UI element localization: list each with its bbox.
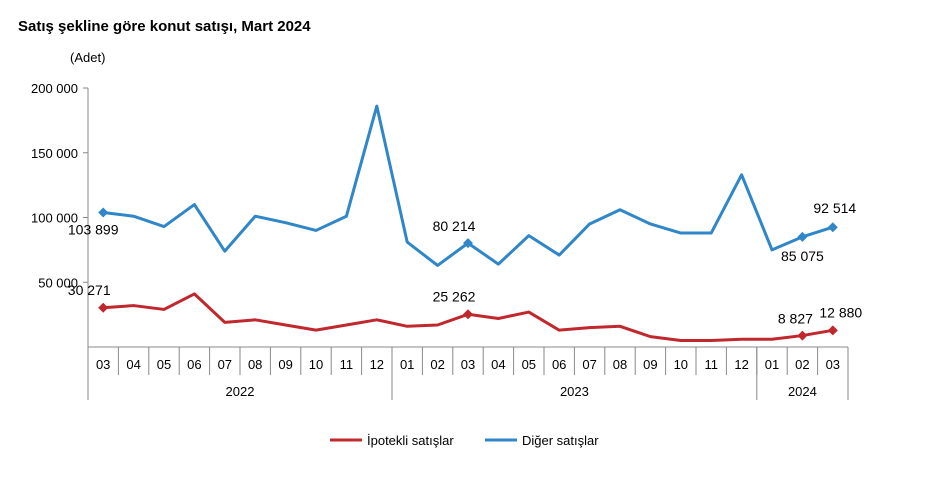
data-point	[463, 309, 473, 320]
data-label: 8 827	[778, 311, 813, 327]
x-tick-label: 02	[795, 357, 809, 372]
year-label: 2023	[560, 384, 589, 399]
x-tick-label: 01	[765, 357, 779, 372]
x-tick-label: 11	[704, 357, 718, 372]
x-tick-label: 03	[826, 357, 840, 372]
x-tick-label: 11	[340, 357, 354, 372]
x-tick-label: 03	[96, 357, 110, 372]
x-tick-label: 01	[400, 357, 414, 372]
x-tick-label: 05	[522, 357, 536, 372]
x-tick-label: 09	[278, 357, 292, 372]
x-tick-label: 10	[309, 357, 323, 372]
data-point	[98, 207, 109, 218]
x-tick-label: 04	[126, 357, 140, 372]
data-point	[797, 330, 808, 341]
x-tick-label: 03	[461, 357, 475, 372]
legend-label: Diğer satışlar	[522, 433, 599, 448]
data-label: 85 075	[781, 248, 824, 264]
year-label: 2024	[788, 384, 817, 399]
data-point	[98, 302, 109, 313]
data-label: 92 514	[813, 200, 856, 216]
data-label: 25 262	[433, 288, 476, 304]
x-tick-label: 12	[734, 357, 748, 372]
x-tick-label: 04	[491, 357, 505, 372]
data-label: 103 899	[68, 221, 119, 237]
x-tick-label: 07	[218, 357, 232, 372]
legend-label: İpotekli satışlar	[367, 433, 454, 448]
y-tick-label: 50 000	[38, 275, 78, 290]
data-point	[827, 222, 838, 233]
chart-title: Satış şekline göre konut satışı, Mart 20…	[18, 18, 311, 35]
x-tick-label: 05	[157, 357, 171, 372]
x-tick-label: 08	[248, 357, 262, 372]
x-tick-label: 07	[582, 357, 596, 372]
x-tick-label: 09	[643, 357, 657, 372]
data-label: 30 271	[68, 282, 111, 298]
x-tick-label: 10	[674, 357, 688, 372]
data-label: 80 214	[433, 218, 476, 234]
data-point	[827, 325, 838, 336]
x-tick-label: 08	[613, 357, 627, 372]
x-tick-label: 02	[430, 357, 444, 372]
x-tick-label: 06	[187, 357, 201, 372]
x-tick-label: 06	[552, 357, 566, 372]
x-tick-label: 12	[370, 357, 384, 372]
data-point	[463, 238, 473, 249]
data-point	[797, 231, 808, 242]
year-label: 2022	[226, 384, 255, 399]
y-tick-label: 200 000	[31, 81, 78, 96]
y-tick-label: 100 000	[31, 211, 78, 226]
y-tick-label: 150 000	[31, 146, 78, 161]
y-axis-label: (Adet)	[70, 50, 105, 65]
data-label: 12 880	[819, 304, 862, 320]
